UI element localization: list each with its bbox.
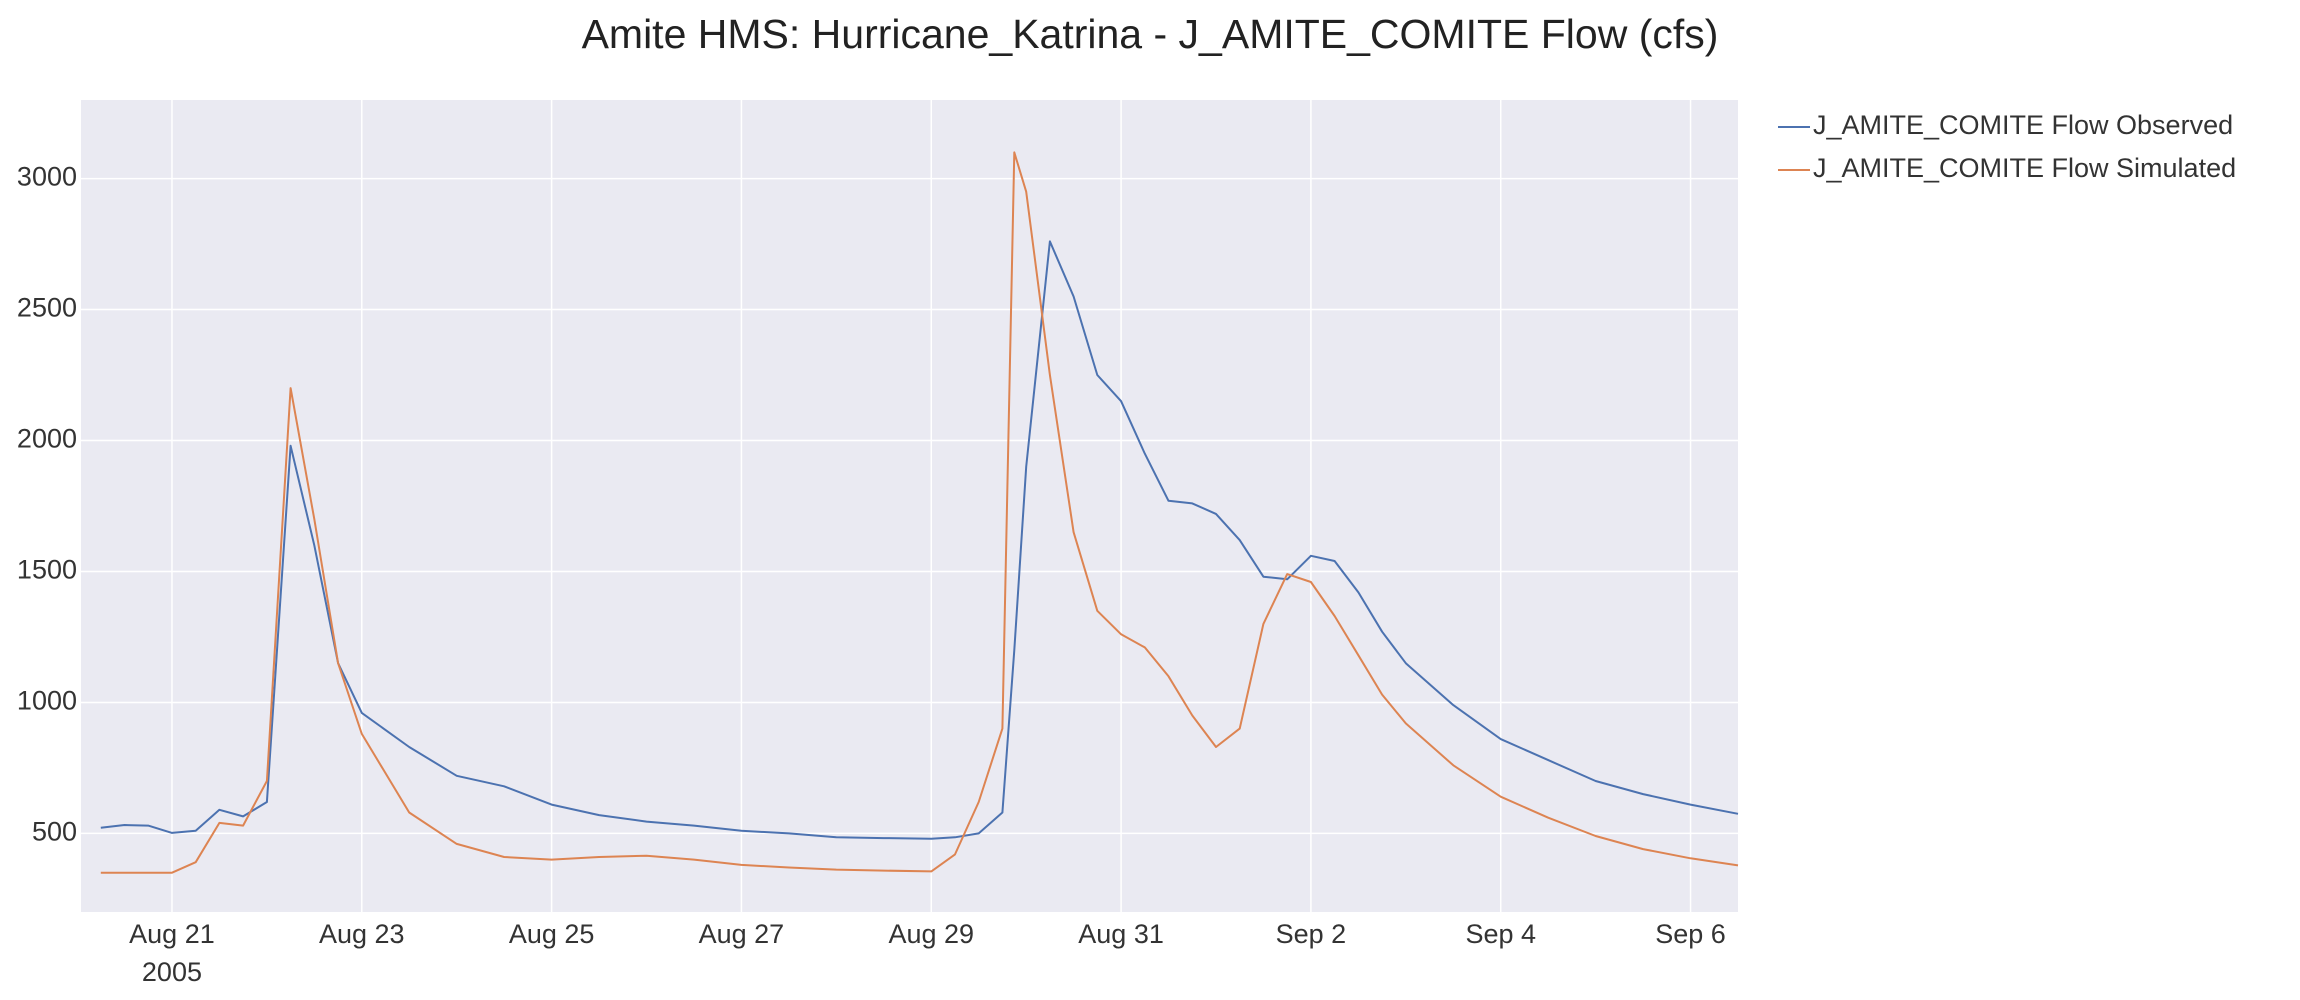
y-tick-label: 1500 <box>17 555 77 585</box>
y-tick-label: 500 <box>32 817 77 847</box>
legend-label: J_AMITE_COMITE Flow Simulated <box>1813 153 2236 183</box>
x-tick-label: Sep 6 <box>1655 919 1726 949</box>
chart-title: Amite HMS: Hurricane_Katrina - J_AMITE_C… <box>582 11 1719 57</box>
x-tick-label: Aug 27 <box>699 919 785 949</box>
y-tick-label: 2000 <box>17 424 77 454</box>
x-tick-label: Aug 25 <box>509 919 595 949</box>
y-tick-label: 2500 <box>17 293 77 323</box>
x-tick-label: Aug 23 <box>319 919 405 949</box>
x-tick-label: Sep 2 <box>1276 919 1347 949</box>
x-tick-label: Aug 29 <box>888 919 974 949</box>
x-tick-label: Sep 4 <box>1465 919 1536 949</box>
data-line <box>100 151 1739 874</box>
data-line <box>100 240 1739 840</box>
y-tick-label: 3000 <box>17 162 77 192</box>
y-tick-label: 1000 <box>17 686 77 716</box>
legend-label: J_AMITE_COMITE Flow Observed <box>1813 110 2233 140</box>
x-tick-label: Aug 31 <box>1078 919 1164 949</box>
plot-area <box>81 100 1738 912</box>
x-tick-label: Aug 21 <box>129 919 215 949</box>
x-year-label: 2005 <box>142 957 202 987</box>
